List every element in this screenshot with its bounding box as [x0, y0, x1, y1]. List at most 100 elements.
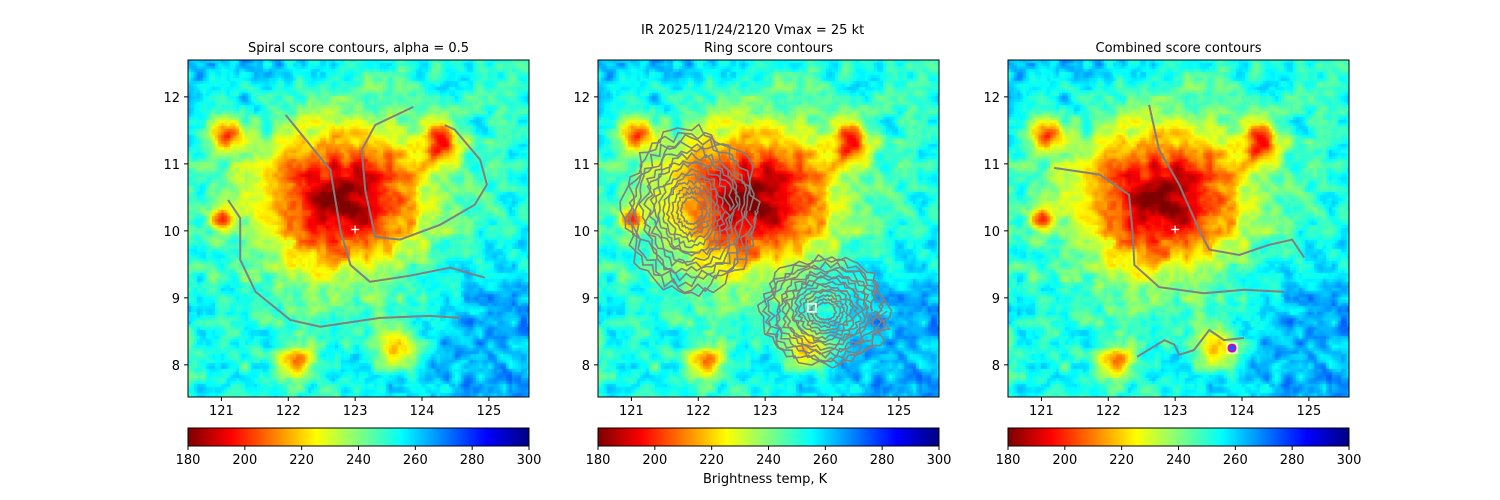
colorbar-tick-label: 240 [1166, 453, 1191, 468]
contour-line [1148, 104, 1306, 259]
y-tick-label: 9 [582, 292, 590, 307]
colorbar [188, 428, 529, 446]
figure-suptitle: IR 2025/11/24/2120 Vmax = 25 kt [641, 23, 865, 38]
colorbar-tick-label: 260 [403, 453, 428, 468]
colorbar-tick-label: 180 [176, 453, 201, 468]
y-tick-label: 9 [992, 292, 1000, 307]
ring-contour [619, 123, 761, 298]
colorbar-tick-label: 280 [460, 453, 485, 468]
ring-contour [679, 195, 704, 226]
x-tick-label: 125 [1296, 404, 1321, 419]
x-tick-label: 123 [1163, 404, 1188, 419]
ring-contour [781, 274, 870, 352]
colorbar-tick-label: 280 [870, 453, 895, 468]
contour-line [1053, 166, 1285, 295]
colorbar-tick-label: 280 [1280, 453, 1305, 468]
panel-title: Combined score contours [1096, 41, 1262, 56]
y-tick-label: 8 [582, 359, 590, 374]
ring-contour [761, 258, 888, 366]
y-tick-label: 12 [983, 91, 1000, 106]
colorbar-label: Brightness temp, K [703, 472, 828, 487]
ring-contour [793, 282, 860, 341]
colorbar-tick-label: 220 [699, 453, 724, 468]
brightness-temp-heatmap [188, 60, 529, 397]
panel-title: Spiral score contours, alpha = 0.5 [248, 41, 469, 56]
colorbar-frame [597, 427, 940, 447]
colorbar-tick-label: 220 [289, 453, 314, 468]
colorbar-frame [1007, 427, 1350, 447]
ring-contour [662, 173, 722, 249]
ring-contour [665, 179, 717, 243]
colorbar-tick-label: 260 [1223, 453, 1248, 468]
axes-frame [187, 59, 530, 398]
circle-marker [1227, 343, 1237, 353]
ring-contour [643, 151, 739, 270]
panel-title: Ring score contours [704, 41, 833, 56]
colorbar-tick-label: 300 [1337, 453, 1362, 468]
y-tick-label: 12 [573, 91, 590, 106]
colorbar-tick-label: 300 [517, 453, 542, 468]
marker-box [1226, 342, 1238, 354]
y-tick-label: 10 [983, 225, 1000, 240]
x-tick-label: 121 [209, 404, 234, 419]
x-tick-label: 122 [276, 404, 301, 419]
y-tick-label: 11 [163, 158, 180, 173]
y-tick-label: 10 [573, 225, 590, 240]
ring-contour [628, 133, 753, 288]
x-tick-label: 124 [1230, 404, 1255, 419]
axes-frame [597, 59, 940, 398]
x-tick-label: 124 [820, 404, 845, 419]
x-tick-label: 123 [753, 404, 778, 419]
colorbar-tick-label: 180 [586, 453, 611, 468]
ring-contour [675, 189, 709, 231]
axes-frame [1007, 59, 1350, 398]
brightness-temp-heatmap [1008, 60, 1349, 397]
square-marker [807, 303, 817, 313]
y-tick-label: 11 [573, 158, 590, 173]
ring-contour [800, 290, 850, 332]
x-tick-label: 125 [886, 404, 911, 419]
x-tick-label: 121 [1029, 404, 1054, 419]
ring-contour [775, 268, 877, 355]
contour-line [360, 105, 488, 241]
contour-line [227, 199, 461, 328]
x-tick-label: 124 [410, 404, 435, 419]
colorbar-tick-label: 200 [1052, 453, 1077, 468]
colorbar-tick-label: 200 [642, 453, 667, 468]
colorbar-tick-label: 240 [756, 453, 781, 468]
colorbar [598, 428, 939, 446]
colorbar-tick-label: 260 [813, 453, 838, 468]
x-tick-label: 122 [1096, 404, 1121, 419]
ring-contour [670, 185, 713, 239]
colorbar-frame [187, 427, 530, 447]
contour-line [1136, 328, 1245, 358]
x-tick-label: 121 [619, 404, 644, 419]
y-tick-label: 11 [983, 158, 1000, 173]
x-tick-label: 125 [476, 404, 501, 419]
contour-line [284, 114, 486, 283]
x-tick-label: 122 [686, 404, 711, 419]
colorbar-tick-label: 300 [927, 453, 952, 468]
colorbar-tick-label: 240 [346, 453, 371, 468]
ring-contour [623, 131, 759, 294]
center-plus-marker [1171, 225, 1180, 234]
y-tick-label: 9 [172, 292, 180, 307]
ring-contour [789, 280, 864, 343]
ring-contour [814, 301, 838, 322]
ring-contour [652, 161, 732, 257]
panel-2: Ring score contours 121 122 123 124 125 8 9 10 11… [573, 41, 951, 468]
center-plus-marker [351, 225, 360, 234]
y-tick-label: 10 [163, 225, 180, 240]
ring-contour [766, 260, 884, 363]
panel-3: Combined score contours 121 122 123 124 125 8 9… [983, 41, 1361, 468]
y-tick-label: 12 [163, 91, 180, 106]
y-tick-label: 8 [172, 359, 180, 374]
y-tick-label: 8 [992, 359, 1000, 374]
colorbar [1008, 428, 1349, 446]
ring-contour [657, 167, 727, 254]
colorbar-tick-label: 200 [232, 453, 257, 468]
ring-contour [756, 253, 893, 369]
colorbar-tick-label: 220 [1109, 453, 1134, 468]
